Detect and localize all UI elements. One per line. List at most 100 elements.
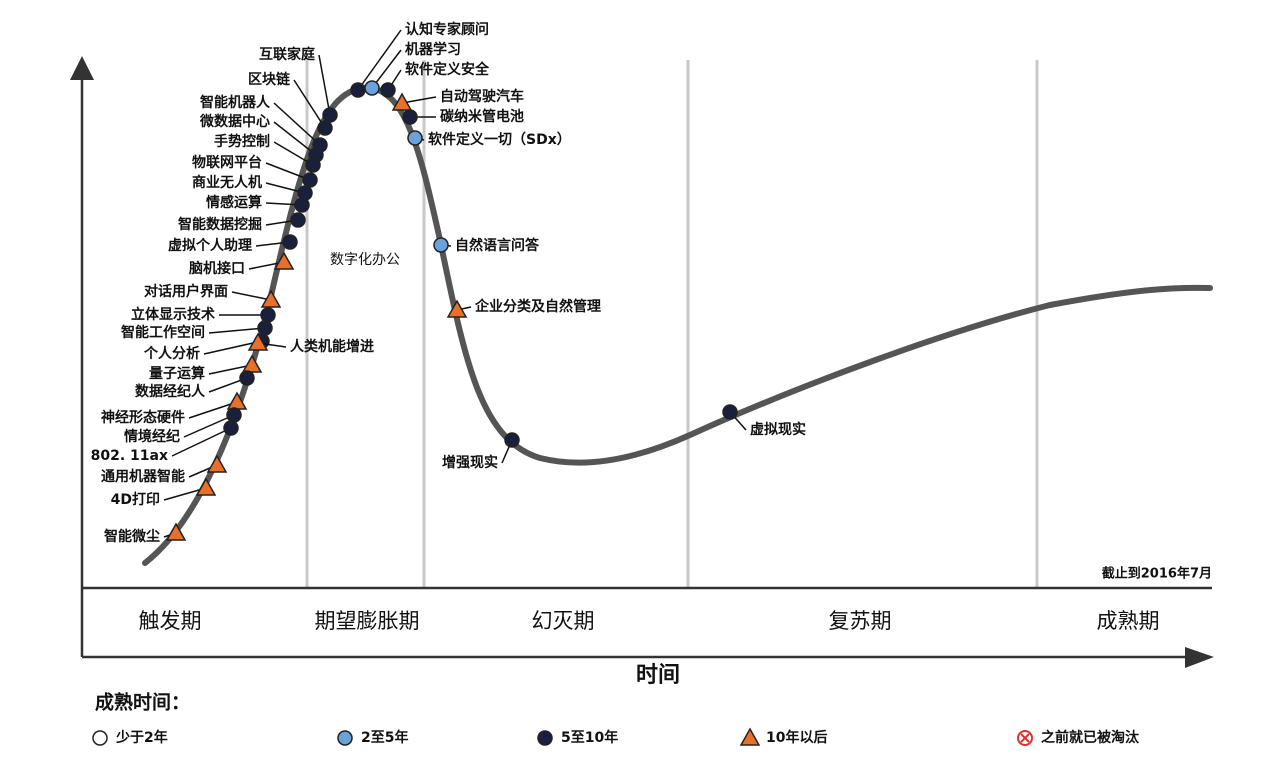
- leader-line: [318, 54, 331, 116]
- node-label: 对话用户界面: [144, 283, 228, 300]
- node-label: 数据经纪人: [135, 383, 206, 400]
- marker: [504, 432, 520, 448]
- marker: [322, 107, 338, 123]
- leader-line: [273, 121, 317, 156]
- node-label: 微数据中心: [199, 113, 270, 130]
- phase-label: 成熟期: [1097, 609, 1160, 633]
- marker: [273, 251, 295, 270]
- leader-line: [273, 102, 321, 146]
- node-label: 互联家庭: [259, 46, 316, 63]
- marker: [364, 80, 380, 96]
- axes: [70, 56, 1214, 668]
- axis-title: 时间: [636, 663, 680, 688]
- legend-label: 10年以后: [766, 729, 827, 746]
- marker: [92, 730, 108, 746]
- legend-label: 2至5年: [361, 729, 408, 746]
- frame: [305, 60, 1039, 587]
- phase-label: 触发期: [139, 609, 202, 633]
- marker: [257, 320, 273, 336]
- node-label: 手势控制: [214, 133, 270, 150]
- node-label: 虚拟个人助理: [168, 237, 252, 254]
- marker: [206, 454, 228, 473]
- node-label: 情感运算: [206, 194, 262, 211]
- node-label: 立体显示技术: [131, 306, 215, 323]
- marker: [433, 237, 449, 253]
- marker: [402, 109, 418, 125]
- node-label: 情境经纪: [124, 428, 180, 445]
- node-label: 虚拟现实: [750, 421, 806, 438]
- marker: [241, 354, 263, 373]
- phase-label: 幻灭期: [532, 609, 595, 633]
- node-label: 认知专家顾问: [405, 21, 489, 38]
- node-label: 通用机器智能: [101, 468, 185, 485]
- marker: [294, 197, 310, 213]
- node-label: 人类机能增进: [290, 338, 374, 355]
- node-label: 量子运算: [149, 365, 205, 382]
- marker: [407, 130, 423, 146]
- marker: [260, 307, 276, 323]
- marker: [380, 82, 396, 98]
- marker: [350, 82, 366, 98]
- marker-cross: [1020, 733, 1030, 743]
- node-label: 智能机器人: [199, 94, 271, 111]
- node-label: 增强现实: [442, 454, 498, 471]
- phase-label: 复苏期: [829, 609, 892, 633]
- legend-label: 之前就已被淘汰: [1041, 729, 1140, 746]
- leader-line: [171, 427, 232, 457]
- node-label: 智能微尘: [103, 528, 160, 545]
- marker: [337, 730, 353, 746]
- marker: [247, 332, 269, 351]
- leader-line: [188, 401, 238, 419]
- marker: [195, 477, 217, 496]
- marker: [305, 157, 321, 173]
- leader-line: [265, 162, 311, 181]
- marker: [165, 522, 187, 541]
- legend-label: 5至10年: [561, 729, 618, 746]
- leader-line: [231, 291, 272, 301]
- leader-line: [371, 49, 402, 89]
- node-label: 神经形态硬件: [101, 409, 185, 426]
- node-label: 脑机接口: [189, 260, 245, 277]
- marker: [739, 727, 761, 746]
- legend-title: 成熟时间：: [95, 691, 190, 714]
- phase-label: 期望膨胀期: [315, 609, 420, 633]
- marker: [317, 120, 333, 136]
- leader-line: [208, 327, 266, 334]
- marker: [446, 299, 468, 318]
- node-label: 个人分析: [143, 345, 200, 362]
- legend-label: 少于2年: [115, 729, 168, 746]
- node-label: 物联网平台: [192, 154, 262, 171]
- marker: [239, 370, 255, 386]
- node-label: 自然语言问答: [455, 237, 540, 254]
- node-label: 机器学习: [405, 41, 461, 58]
- node-label: 商业无人机: [192, 174, 262, 191]
- node-label: 软件定义安全: [405, 61, 490, 78]
- cutoff: 截止到2016年7月: [1102, 566, 1212, 582]
- node-label: 自动驾驶汽车: [440, 88, 524, 105]
- node-label: 智能工作空间: [120, 324, 205, 341]
- marker: [391, 92, 413, 111]
- node-label: 企业分类及自然管理: [474, 298, 601, 315]
- marker: [282, 234, 298, 250]
- node-label: 4D打印: [111, 491, 160, 508]
- node-label: 802. 11ax: [91, 448, 168, 464]
- leader-line: [401, 96, 437, 104]
- marker: [226, 407, 242, 423]
- marker: [290, 212, 306, 228]
- leader-line: [357, 29, 402, 91]
- node-label: 智能数据挖掘: [177, 216, 262, 233]
- hype-curve: [142, 84, 1213, 566]
- node-label: 区块链: [248, 71, 291, 88]
- marker: [537, 730, 553, 746]
- marker: [223, 420, 239, 436]
- leader-line: [183, 414, 235, 438]
- leader-line: [208, 364, 253, 375]
- annotation: 数字化办公: [330, 252, 400, 268]
- marker: [302, 172, 318, 188]
- node-label: 软件定义一切（SDx）: [428, 131, 571, 148]
- marker: [260, 289, 282, 308]
- node-label: 碳纳米管电池: [440, 108, 524, 125]
- marker: [722, 404, 738, 420]
- leader-line: [293, 79, 326, 129]
